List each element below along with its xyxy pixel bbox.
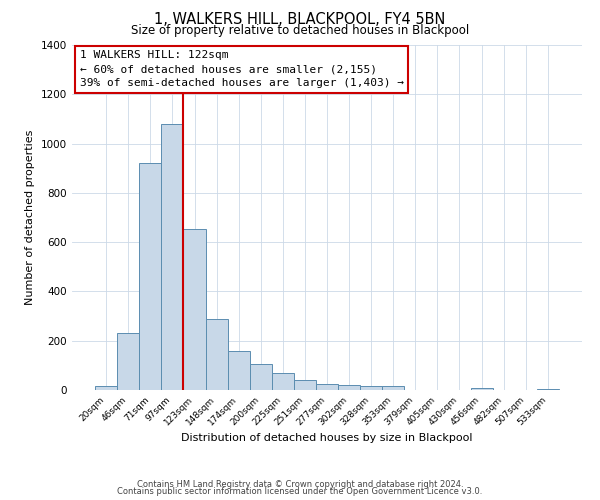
Bar [537,389,559,390]
Bar [338,385,360,390]
Bar [95,386,117,390]
Bar [272,373,294,390]
Bar [382,386,404,390]
Text: Contains HM Land Registry data © Crown copyright and database right 2024.: Contains HM Land Registry data © Crown c… [137,480,463,489]
Text: Size of property relative to detached houses in Blackpool: Size of property relative to detached ho… [131,24,469,37]
Bar [206,318,227,390]
Text: 1, WALKERS HILL, BLACKPOOL, FY4 5BN: 1, WALKERS HILL, BLACKPOOL, FY4 5BN [154,12,446,28]
X-axis label: Distribution of detached houses by size in Blackpool: Distribution of detached houses by size … [181,432,473,442]
Bar [294,380,316,390]
Bar [117,334,139,390]
Bar [470,388,493,390]
Bar [227,350,250,390]
Text: Contains public sector information licensed under the Open Government Licence v3: Contains public sector information licen… [118,488,482,496]
Text: 1 WALKERS HILL: 122sqm
← 60% of detached houses are smaller (2,155)
39% of semi-: 1 WALKERS HILL: 122sqm ← 60% of detached… [80,50,404,88]
Bar [161,124,184,390]
Bar [360,386,382,390]
Y-axis label: Number of detached properties: Number of detached properties [25,130,35,305]
Bar [250,364,272,390]
Bar [184,228,206,390]
Bar [316,384,338,390]
Bar [139,164,161,390]
